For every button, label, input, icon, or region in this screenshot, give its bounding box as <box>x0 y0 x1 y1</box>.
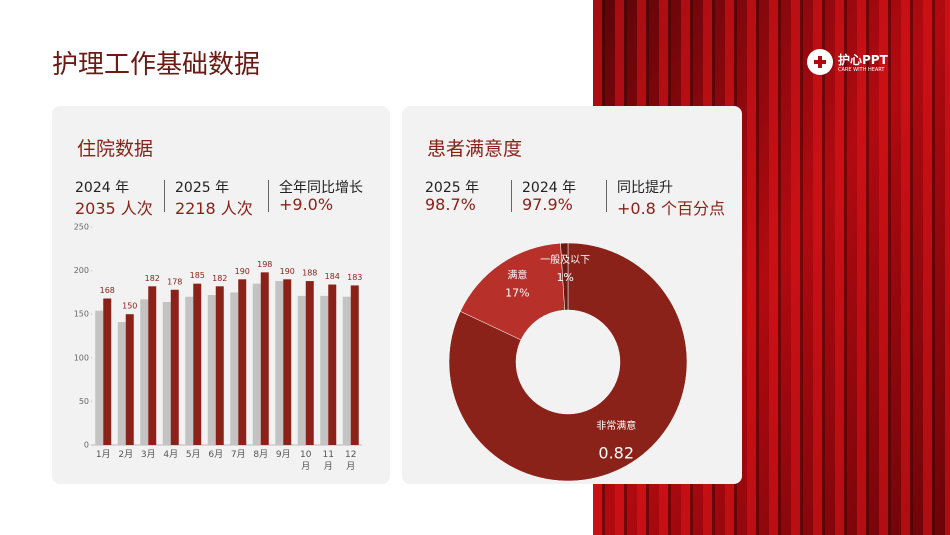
separator <box>164 180 165 212</box>
data-label: 150 <box>122 302 137 311</box>
bar <box>215 286 224 445</box>
bar <box>185 296 194 445</box>
separator <box>511 180 512 212</box>
data-label: 185 <box>190 271 205 280</box>
x-tick-label: 5月 <box>185 450 201 460</box>
bar <box>283 279 292 445</box>
bar <box>148 286 157 445</box>
separator <box>268 180 269 212</box>
separator <box>606 180 607 212</box>
pie-chart: 非常满意 0.82 满意 17% 一般及以下 1% <box>448 242 688 482</box>
bar <box>275 281 284 445</box>
data-label: 168 <box>100 286 115 295</box>
logo-icon <box>807 49 833 75</box>
bar <box>162 301 171 445</box>
bar <box>170 289 179 445</box>
bar <box>140 299 149 445</box>
bar <box>342 296 351 445</box>
stat-label: 同比提升 <box>617 180 673 196</box>
stat-label: 2025 年 <box>175 180 230 196</box>
stat-label: 2024 年 <box>522 180 577 196</box>
y-tick-label: 100 <box>74 353 89 362</box>
data-label: 190 <box>280 267 295 276</box>
data-label: 182 <box>145 274 160 283</box>
stat-value: 97.9% <box>522 195 573 214</box>
logo-tagline: CARE WITH HEART <box>838 67 885 73</box>
stat-value: 2035 人次 <box>75 199 153 218</box>
y-tick-label: 150 <box>74 310 89 319</box>
x-tick-label: 9月 <box>275 450 291 460</box>
x-tick-label: 2月 <box>118 450 134 460</box>
slice-name: 一般及以下 <box>540 253 590 266</box>
data-label: 184 <box>325 272 340 281</box>
x-tick-label: 3月 <box>140 450 156 460</box>
x-tick-label: 6月 <box>208 450 224 460</box>
bar <box>320 295 329 445</box>
page-title: 护理工作基础数据 <box>52 50 261 80</box>
y-tick-label: 50 <box>79 397 89 406</box>
data-label: 188 <box>302 269 317 278</box>
bar <box>125 314 134 445</box>
slice-value: 0.82 <box>598 443 634 462</box>
bar <box>117 322 126 445</box>
bar <box>350 285 359 445</box>
data-label: 183 <box>347 273 362 282</box>
pie-slice <box>560 242 569 311</box>
stat-value: 98.7% <box>425 195 476 214</box>
data-label: 178 <box>167 277 182 286</box>
bar-chart: 0 50 100 150 200 250 168 150 182 178 185 182 190 198 1… <box>74 223 363 450</box>
x-tick-label: 7月 <box>230 450 246 460</box>
logo-name: 护心PPT <box>838 53 888 67</box>
card-title: 患者满意度 <box>427 138 523 160</box>
data-label: 198 <box>257 260 272 269</box>
x-tick-label: 11月 <box>322 450 334 472</box>
data-label: 182 <box>212 274 227 283</box>
stat-label: 2025 年 <box>425 180 480 196</box>
x-tick-label: 8月 <box>253 450 269 460</box>
bar <box>238 279 247 445</box>
bar <box>305 281 314 445</box>
bar <box>103 298 112 445</box>
slice-value: 1% <box>556 271 573 284</box>
bar <box>328 284 337 445</box>
bar <box>95 310 104 445</box>
slice-name: 满意 <box>507 269 527 282</box>
stat-label: 2024 年 <box>75 180 130 196</box>
slice-name: 非常满意 <box>596 419 636 432</box>
bar <box>230 292 239 445</box>
stat-value: 2218 人次 <box>175 199 253 218</box>
bar <box>193 283 202 445</box>
x-tick-label: 12月 <box>345 450 357 472</box>
y-tick-label: 0 <box>84 441 89 450</box>
x-tick-label: 4月 <box>163 450 179 460</box>
bar <box>297 295 306 445</box>
data-label: 190 <box>235 267 250 276</box>
card-title: 住院数据 <box>77 138 154 160</box>
y-tick-label: 250 <box>74 223 89 232</box>
bar <box>207 295 216 445</box>
x-tick-label: 10月 <box>300 450 312 472</box>
stat-value: +9.0% <box>279 195 334 214</box>
stat-value: +0.8 个百分点 <box>617 199 725 218</box>
stat-label: 全年同比增长 <box>279 180 363 196</box>
bar <box>252 283 261 445</box>
slice-value: 17% <box>505 287 529 300</box>
y-tick-label: 200 <box>74 266 89 275</box>
x-tick-label: 1月 <box>95 450 111 460</box>
bar <box>260 272 269 445</box>
